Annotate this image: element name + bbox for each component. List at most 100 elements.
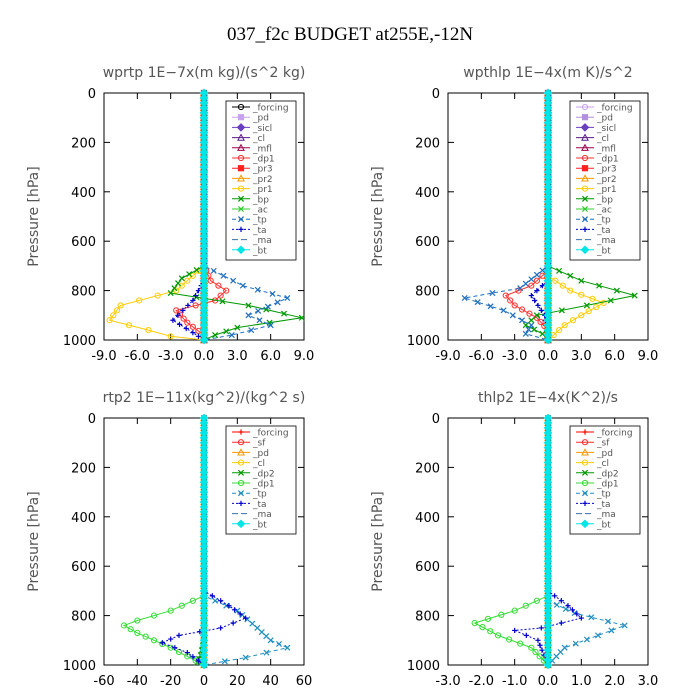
data-point xyxy=(180,307,186,313)
data-point xyxy=(593,303,600,311)
legend-label: _ta xyxy=(596,500,611,510)
legend-marker xyxy=(236,245,246,255)
legend-label: _bp xyxy=(252,195,269,205)
data-point xyxy=(190,654,196,660)
data-point xyxy=(567,287,574,294)
x-tick-label: -3.0 xyxy=(435,674,460,689)
data-point xyxy=(175,312,181,318)
data-point xyxy=(248,327,255,334)
data-point xyxy=(528,282,535,289)
chart-title: thlp2 1E−4x(K^2)/s xyxy=(478,390,618,406)
data-point xyxy=(223,328,230,335)
y-tick-label: 400 xyxy=(415,511,440,526)
data-point xyxy=(528,276,535,283)
data-point xyxy=(215,282,222,289)
legend-label: _ta xyxy=(252,500,267,510)
data-point xyxy=(150,612,158,619)
data-point xyxy=(523,632,529,638)
data-point xyxy=(134,629,141,636)
data-point xyxy=(558,620,564,626)
data-point xyxy=(479,624,486,631)
data-point xyxy=(134,617,141,624)
data-point xyxy=(223,602,230,609)
x-tick-label: 3.0 xyxy=(638,674,659,689)
data-point xyxy=(558,307,565,314)
series-line xyxy=(122,418,205,666)
data-point xyxy=(543,660,553,670)
data-point xyxy=(518,306,526,313)
legend-marker xyxy=(581,133,589,141)
data-point xyxy=(190,297,196,304)
legend-marker xyxy=(581,490,589,497)
data-point xyxy=(538,307,544,313)
data-point xyxy=(561,322,568,329)
data-point xyxy=(178,602,185,609)
data-point xyxy=(621,622,628,629)
data-point xyxy=(596,282,603,289)
data-point xyxy=(150,637,158,644)
data-point xyxy=(167,333,174,340)
data-point xyxy=(168,636,174,642)
data-point xyxy=(517,285,524,292)
data-point xyxy=(245,302,252,309)
data-point xyxy=(569,317,577,324)
data-point xyxy=(613,287,620,294)
legend-marker xyxy=(237,490,245,497)
y-axis-label: Pressure [hPa] xyxy=(370,166,386,266)
data-point xyxy=(522,602,529,609)
data-point xyxy=(509,312,516,319)
y-tick-label: 600 xyxy=(71,560,96,575)
legend-label: _forcing xyxy=(252,429,289,439)
data-point xyxy=(631,292,638,299)
data-point xyxy=(298,314,305,321)
legend-label: _sf xyxy=(252,439,266,449)
data-point xyxy=(120,622,128,629)
y-tick-label: 800 xyxy=(71,610,96,625)
legend: _forcing_sf_pd_cl_dp2_dp1_tp_ta_ma_bt xyxy=(225,425,297,535)
data-point xyxy=(552,593,558,599)
legend-label: _dp2 xyxy=(596,469,619,479)
legend-marker xyxy=(237,174,245,182)
data-point xyxy=(569,607,576,613)
data-point xyxy=(180,315,187,322)
data-point xyxy=(212,332,219,339)
legend-marker xyxy=(581,479,589,487)
y-tick-label: 200 xyxy=(415,461,440,476)
legend-label: _pr3 xyxy=(596,165,617,175)
legend-label: _pr1 xyxy=(252,185,273,195)
x-tick-label: 9.0 xyxy=(638,349,659,364)
data-point xyxy=(230,277,237,284)
x-tick-label: 40 xyxy=(262,674,279,689)
data-point xyxy=(209,593,215,599)
data-point xyxy=(533,277,540,284)
data-point xyxy=(588,614,595,621)
legend-marker xyxy=(237,439,245,446)
legend-marker xyxy=(581,114,589,121)
legend-label: _ma xyxy=(596,236,616,246)
y-tick-label: 0 xyxy=(88,87,96,102)
data-point xyxy=(193,266,200,274)
data-point xyxy=(559,282,566,289)
y-tick-label: 400 xyxy=(71,511,96,526)
legend-label: _cl xyxy=(252,134,265,144)
data-point xyxy=(218,625,224,631)
data-point xyxy=(543,335,553,345)
data-point xyxy=(234,607,241,614)
data-point xyxy=(487,628,494,635)
legend-label: _mfl xyxy=(252,144,272,154)
x-tick-label: -1.0 xyxy=(502,674,527,689)
y-tick-label: 0 xyxy=(88,412,96,427)
data-point xyxy=(498,611,505,618)
legend-label: _bt xyxy=(596,520,611,530)
legend-label: _tp xyxy=(252,216,267,226)
data-point xyxy=(263,649,270,656)
x-tick-label: -9.0 xyxy=(435,349,460,364)
data-point xyxy=(178,282,185,289)
x-tick-label: 0.0 xyxy=(538,674,559,689)
data-point xyxy=(223,287,230,294)
x-tick-label: 0.0 xyxy=(194,349,215,364)
data-point xyxy=(517,640,524,647)
y-tick-label: 800 xyxy=(415,285,440,300)
data-point xyxy=(556,267,563,274)
legend-marker xyxy=(236,123,246,132)
